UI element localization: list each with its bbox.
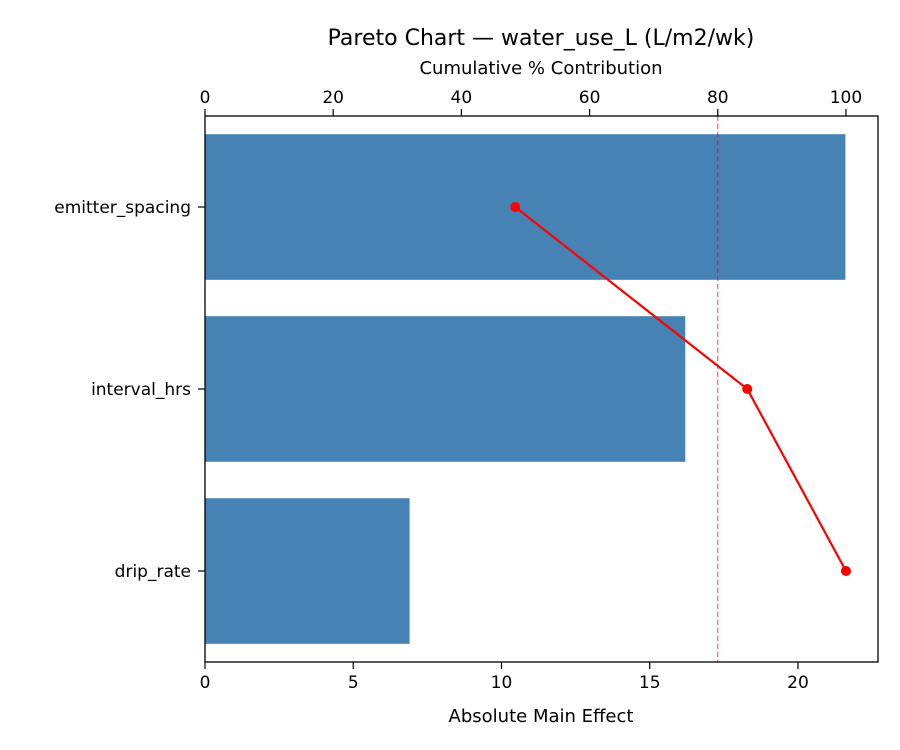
category-label-emitter-spacing: emitter_spacing: [54, 198, 191, 218]
bar-interval-hrs: [205, 316, 686, 462]
cumulative-point-emitter-spacing: [510, 202, 521, 212]
bottom-tick-label-0: 0: [200, 673, 211, 693]
top-tick-label-60: 60: [579, 88, 601, 108]
bottom-axis-title: Absolute Main Effect: [449, 706, 634, 727]
category-label-interval-hrs: interval_hrs: [91, 380, 191, 400]
cumulative-point-drip-rate: [840, 566, 851, 576]
top-axis-title: Cumulative % Contribution: [419, 58, 662, 79]
cumulative-point-interval-hrs: [742, 384, 753, 394]
top-tick-label-80: 80: [707, 88, 729, 108]
bar-drip-rate: [205, 498, 410, 644]
category-label-drip-rate: drip_rate: [115, 562, 191, 582]
top-tick-label-40: 40: [451, 88, 473, 108]
top-tick-label-100: 100: [830, 88, 862, 108]
top-tick-label-20: 20: [322, 88, 344, 108]
plot-area: 0 5 10 15 20 0 20 40 60 80 100 emitter_spacinginter…: [54, 88, 879, 693]
bottom-tick-label-10: 10: [491, 673, 513, 693]
chart-title: Pareto Chart — water_use_L (L/m2/wk): [328, 26, 755, 51]
bottom-tick-label-15: 15: [639, 673, 661, 693]
bottom-tick-label-5: 5: [348, 673, 359, 693]
bar-emitter-spacing: [205, 134, 846, 280]
top-tick-label-0: 0: [200, 88, 211, 108]
bottom-tick-label-20: 20: [787, 673, 809, 693]
